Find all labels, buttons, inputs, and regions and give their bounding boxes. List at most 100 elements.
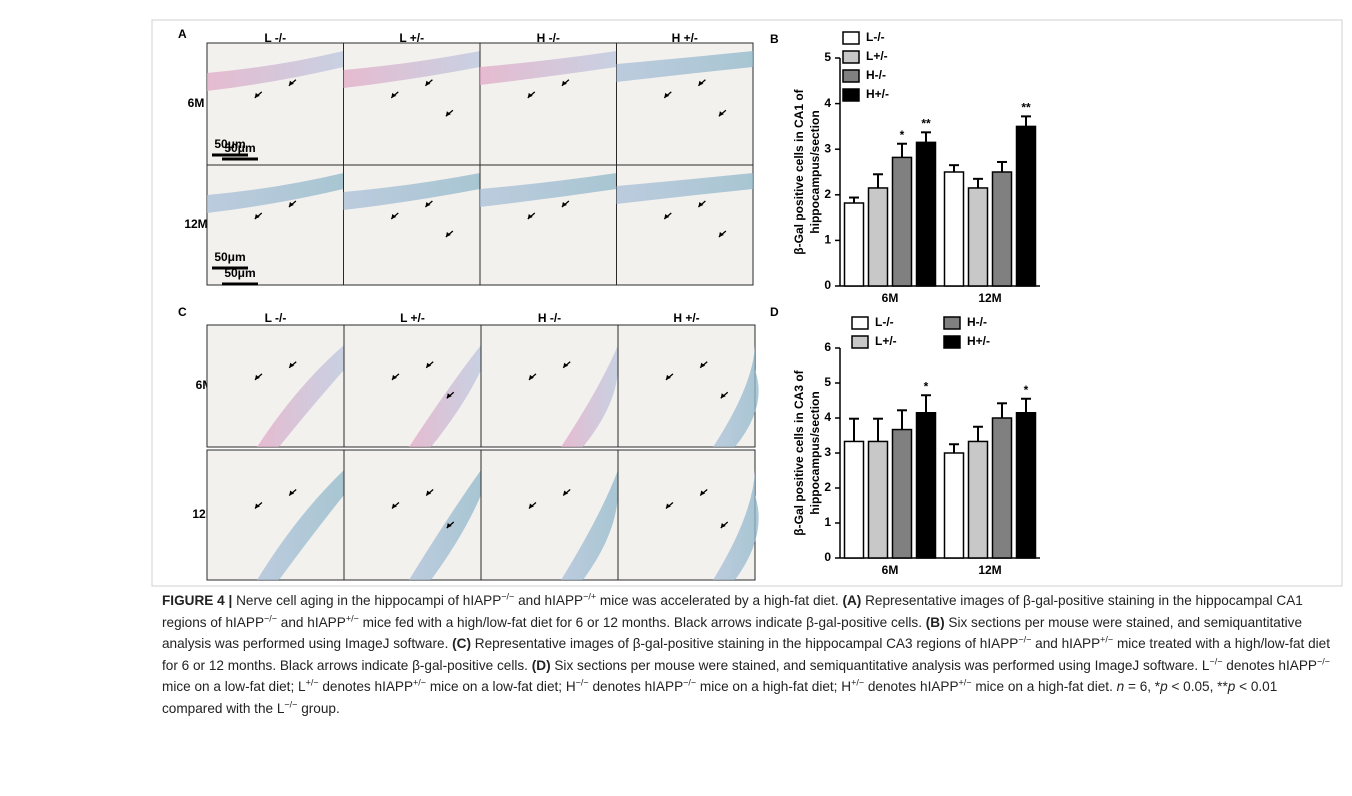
caption-text: −/+ xyxy=(583,591,597,602)
arrow-head xyxy=(665,503,671,509)
caption-text: −/− xyxy=(575,677,589,688)
bar xyxy=(991,171,1013,287)
caption-text: −/− xyxy=(1316,656,1330,667)
panel-label: A xyxy=(178,27,187,41)
caption-text: p xyxy=(1227,679,1236,695)
y-axis-label: hippocampus/section xyxy=(808,110,822,233)
stained-band xyxy=(343,173,480,210)
caption-text: mice on a low-fat diet; H xyxy=(426,679,576,695)
stained-band xyxy=(409,345,481,447)
legend-swatch xyxy=(851,335,869,349)
caption-text: (C) xyxy=(452,636,472,652)
legend-label: H-/- xyxy=(866,68,886,82)
row-label: 12M xyxy=(184,217,207,231)
panel-label: B xyxy=(770,32,779,46)
panel-label: D xyxy=(770,305,779,319)
y-axis-label: hippocampus/section xyxy=(808,391,822,514)
arrow-head xyxy=(698,80,704,86)
row-label: 6M xyxy=(188,96,205,110)
stained-band xyxy=(480,51,617,85)
caption-text: denotes hIAPP xyxy=(588,679,684,695)
arrow-head xyxy=(446,523,452,528)
y-axis-label: β-Gal positive cells in CA1 of xyxy=(792,88,806,254)
stained-band xyxy=(713,345,759,447)
arrow-head xyxy=(665,374,671,380)
y-tick-label: 4 xyxy=(824,410,831,424)
arrow-head xyxy=(391,374,397,380)
scale-bar-label: 50μm xyxy=(214,250,245,264)
significance-label: ** xyxy=(1021,101,1031,115)
legend-label: H+/- xyxy=(967,334,990,348)
arrow-head xyxy=(425,202,431,207)
caption-text: and hIAPP xyxy=(1031,636,1101,652)
caption-text: −/− xyxy=(1018,634,1032,645)
bar xyxy=(843,202,865,287)
stained-band xyxy=(616,51,753,82)
y-tick-label: 5 xyxy=(824,375,831,389)
caption-text: group. xyxy=(297,700,340,716)
column-header: H +/- xyxy=(673,311,699,325)
arrow-head xyxy=(391,214,397,219)
stained-band xyxy=(257,470,344,580)
arrow-head xyxy=(698,202,704,207)
column-header: H -/- xyxy=(537,31,560,45)
stained-band xyxy=(207,173,344,213)
stained-band xyxy=(257,345,344,447)
bar xyxy=(915,141,937,287)
arrow-head xyxy=(528,374,534,380)
y-tick-label: 4 xyxy=(824,96,831,110)
legend-swatch xyxy=(943,335,961,349)
caption-text: Nerve cell aging in the hippocampi of hI… xyxy=(236,593,502,608)
caption-text: mice was accelerated by a high-fat diet. xyxy=(596,593,843,608)
arrow-head xyxy=(718,232,724,237)
caption-text: = 6, * xyxy=(1124,679,1161,695)
x-tick-label: 6M xyxy=(882,291,899,305)
stained-band xyxy=(480,173,617,207)
bar xyxy=(915,412,937,559)
figure-frame xyxy=(151,19,1343,587)
caption-text: −/− xyxy=(501,591,515,602)
caption-text: +/− xyxy=(413,677,427,688)
arrow-head xyxy=(700,490,706,496)
caption-text: +/− xyxy=(958,677,972,688)
arrow-head xyxy=(445,111,451,117)
arrow-head xyxy=(426,490,432,496)
caption-text: −/− xyxy=(683,677,697,688)
arrow-head xyxy=(563,490,569,496)
arrow-head xyxy=(288,202,294,207)
arrow-head xyxy=(289,490,295,496)
arrow-head xyxy=(391,503,397,509)
y-tick-label: 3 xyxy=(824,445,831,459)
panel-label: C xyxy=(178,305,187,319)
y-axis-label: β-Gal positive cells in CA3 of xyxy=(792,369,806,535)
caption-text: (A) xyxy=(842,593,862,608)
arrow-head xyxy=(446,393,452,399)
caption-text: −/− xyxy=(284,699,298,710)
caption-text: +/− xyxy=(851,677,865,688)
bar xyxy=(943,452,965,559)
caption-text: +/− xyxy=(305,677,319,688)
bar xyxy=(1015,125,1037,287)
y-tick-label: 3 xyxy=(824,141,831,155)
caption-text: denotes hIAPP xyxy=(318,679,414,695)
caption-text: +/− xyxy=(1100,634,1114,645)
bar xyxy=(843,440,865,559)
bar xyxy=(867,187,889,287)
legend-label: L-/- xyxy=(875,315,894,329)
stained-band xyxy=(207,51,344,91)
arrow-head xyxy=(720,523,726,528)
caption-text: Representative images of β-gal-positive … xyxy=(471,636,1019,652)
arrow-head xyxy=(720,393,726,399)
bar xyxy=(891,156,913,287)
arrow-head xyxy=(561,202,567,207)
bar xyxy=(991,417,1013,559)
arrow-head xyxy=(254,503,260,509)
x-tick-label: 6M xyxy=(882,563,899,577)
legend-swatch xyxy=(851,316,869,330)
caption-text: denotes hIAPP xyxy=(864,679,959,695)
caption-text: < 0.01 compared with the L xyxy=(162,679,1278,716)
arrow-head xyxy=(528,503,534,509)
micrograph xyxy=(343,449,482,581)
legend-swatch xyxy=(943,316,961,330)
